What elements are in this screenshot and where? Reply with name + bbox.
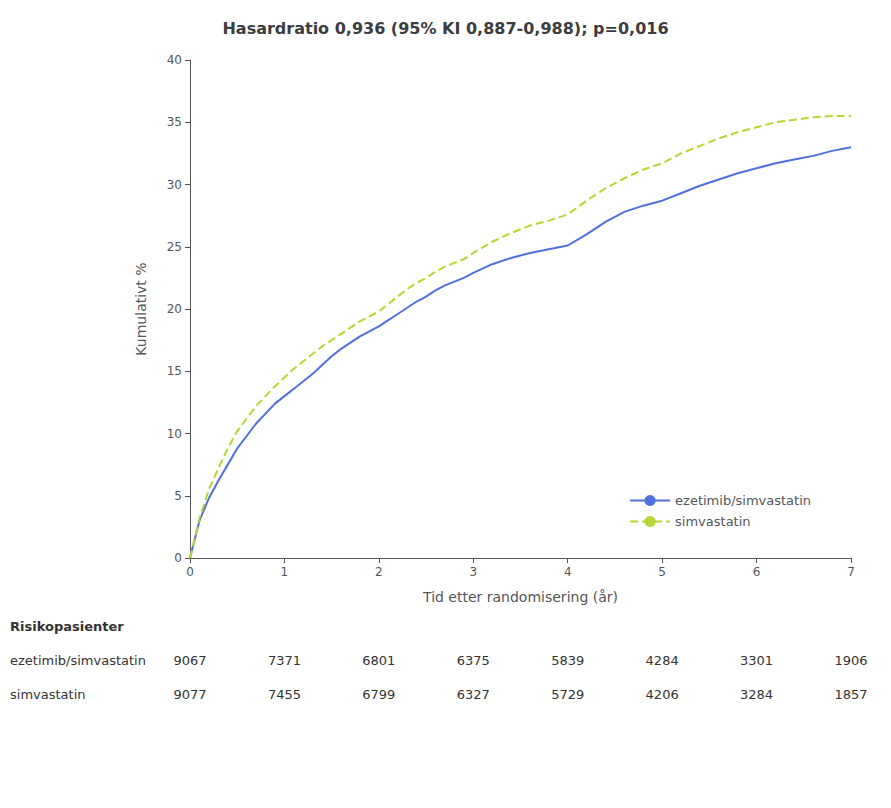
svg-text:7: 7 — [847, 565, 855, 579]
svg-text:40: 40 — [167, 53, 182, 67]
svg-text:7455: 7455 — [268, 687, 301, 702]
svg-text:20: 20 — [167, 302, 182, 316]
svg-text:5: 5 — [658, 565, 666, 579]
svg-text:4284: 4284 — [646, 653, 679, 668]
svg-text:simvastatin: simvastatin — [675, 514, 751, 529]
svg-text:4: 4 — [564, 565, 572, 579]
svg-text:6799: 6799 — [362, 687, 395, 702]
svg-text:10: 10 — [167, 427, 182, 441]
svg-text:1: 1 — [281, 565, 289, 579]
svg-text:3: 3 — [469, 565, 477, 579]
svg-text:6: 6 — [753, 565, 761, 579]
svg-text:Hasardratio 0,936 (95% KI 0,88: Hasardratio 0,936 (95% KI 0,887-0,988); … — [222, 19, 668, 38]
svg-text:ezetimib/simvastatin: ezetimib/simvastatin — [675, 493, 811, 508]
svg-text:3284: 3284 — [740, 687, 773, 702]
svg-text:ezetimib/simvastatin: ezetimib/simvastatin — [10, 653, 146, 668]
svg-text:3301: 3301 — [740, 653, 773, 668]
svg-text:6375: 6375 — [457, 653, 490, 668]
svg-text:5729: 5729 — [551, 687, 584, 702]
svg-text:30: 30 — [167, 178, 182, 192]
svg-text:2: 2 — [375, 565, 383, 579]
svg-text:25: 25 — [167, 240, 182, 254]
svg-text:0: 0 — [174, 551, 182, 565]
svg-text:9067: 9067 — [173, 653, 206, 668]
svg-text:1857: 1857 — [834, 687, 867, 702]
svg-text:6327: 6327 — [457, 687, 490, 702]
svg-text:0: 0 — [186, 565, 194, 579]
svg-text:1906: 1906 — [834, 653, 867, 668]
svg-text:simvastatin: simvastatin — [10, 687, 86, 702]
svg-text:5: 5 — [174, 489, 182, 503]
svg-text:15: 15 — [167, 364, 182, 378]
svg-text:Tid etter randomisering (år): Tid etter randomisering (år) — [422, 589, 618, 605]
svg-text:7371: 7371 — [268, 653, 301, 668]
svg-text:Risikopasienter: Risikopasienter — [10, 619, 124, 634]
svg-text:6801: 6801 — [362, 653, 395, 668]
svg-text:35: 35 — [167, 115, 182, 129]
svg-text:5839: 5839 — [551, 653, 584, 668]
svg-text:9077: 9077 — [173, 687, 206, 702]
svg-text:Kumulativt %: Kumulativt % — [133, 262, 149, 355]
svg-text:4206: 4206 — [646, 687, 679, 702]
